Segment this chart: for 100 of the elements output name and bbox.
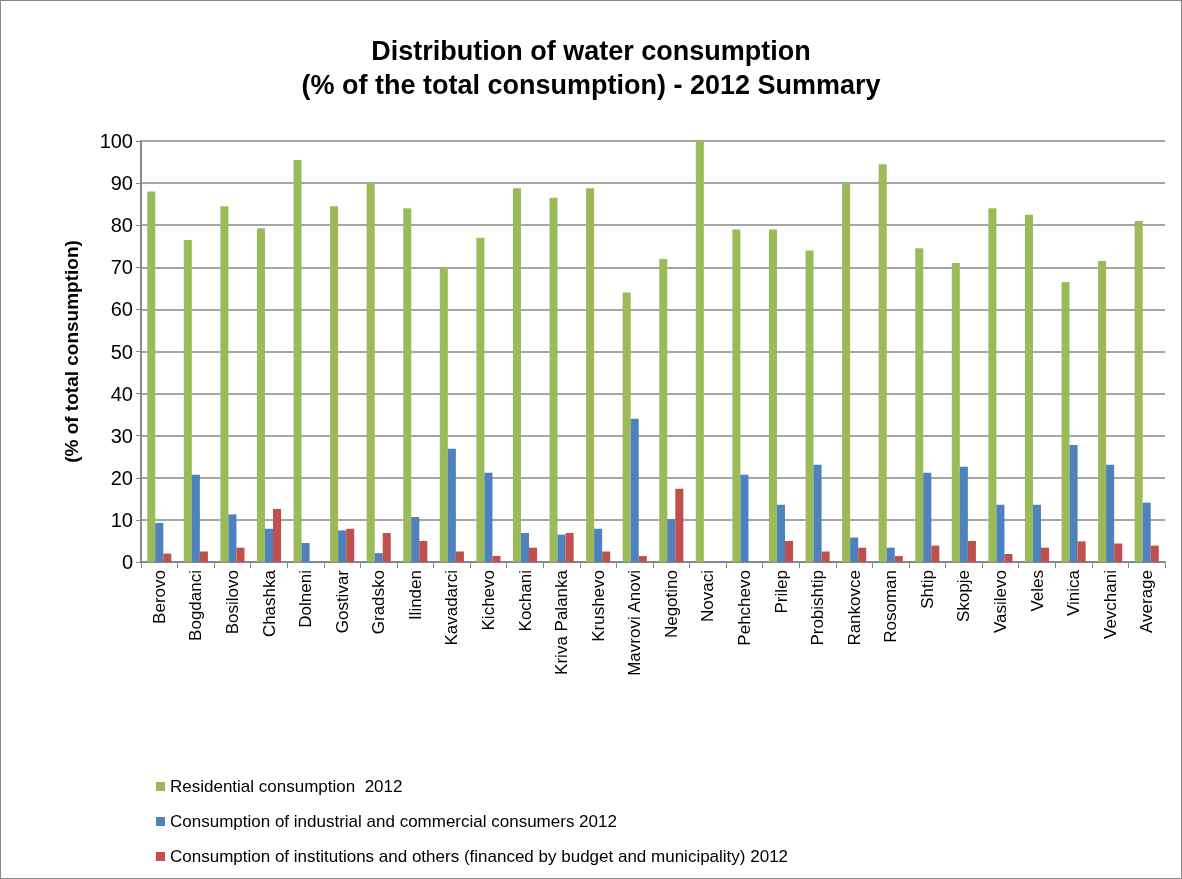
bar — [439, 268, 448, 562]
x-tick-label: Kriva Palanka — [552, 569, 572, 675]
bar — [951, 263, 960, 562]
bar — [931, 545, 940, 562]
bar — [967, 540, 976, 562]
bar — [821, 551, 830, 562]
bar — [183, 239, 192, 562]
bar — [785, 540, 794, 562]
bar — [915, 248, 924, 562]
bar — [191, 474, 200, 562]
x-tick-label: Skopje — [954, 570, 974, 622]
bar — [264, 528, 274, 562]
bar — [1106, 464, 1115, 562]
x-tick-label: Vevchani — [1100, 570, 1120, 639]
bar — [447, 448, 456, 562]
y-tick-label: 70 — [110, 256, 133, 279]
x-tick-label: Gradsko — [369, 570, 389, 635]
bar — [476, 237, 485, 562]
x-tick-label: Vasilevo — [990, 570, 1010, 633]
bar — [147, 191, 156, 562]
bar — [220, 206, 229, 562]
bar — [492, 556, 501, 562]
bar — [236, 547, 245, 562]
x-tick-label: Dolneni — [296, 570, 316, 628]
bar — [659, 258, 668, 562]
bar — [638, 556, 647, 562]
bar — [374, 553, 383, 562]
x-tick-label: Kochani — [515, 570, 535, 632]
y-tick-label: 90 — [110, 172, 133, 195]
x-tick-label: Bogdanci — [186, 570, 206, 641]
bar — [996, 504, 1005, 562]
bar — [1114, 543, 1123, 562]
bar — [667, 519, 676, 562]
x-tick-label: Chashka — [259, 569, 279, 638]
bar — [923, 472, 932, 562]
bar — [894, 556, 903, 562]
bar — [768, 229, 777, 562]
bar — [805, 250, 814, 562]
bar — [512, 188, 521, 562]
x-tick-label: Veles — [1027, 570, 1047, 612]
bar — [988, 208, 997, 562]
bar — [273, 508, 282, 562]
bar — [455, 551, 464, 562]
x-tick-label: Shtip — [917, 570, 937, 609]
bar — [419, 540, 428, 562]
bar — [622, 292, 631, 562]
x-tick-label: Average — [1137, 570, 1157, 634]
bar — [602, 551, 611, 562]
bar — [959, 466, 968, 562]
bar — [1032, 504, 1042, 562]
bar — [228, 514, 237, 562]
bar — [1098, 260, 1107, 562]
x-tick-label: Rosoman — [881, 570, 901, 643]
bar — [565, 532, 574, 562]
bar — [732, 229, 741, 562]
x-tick-label: Berovo — [149, 570, 169, 624]
bar — [1024, 214, 1033, 562]
bar — [886, 547, 895, 562]
bar — [586, 188, 595, 562]
bar — [293, 159, 302, 562]
x-tick-label: Rankovce — [844, 570, 864, 646]
bar — [330, 206, 339, 562]
bar — [529, 547, 538, 562]
x-tick-label: Prilep — [771, 570, 791, 614]
y-tick-label: 10 — [110, 508, 133, 531]
x-tick-label: Bosilovo — [222, 570, 242, 635]
x-tick-label: Kichevo — [478, 570, 498, 631]
bar — [338, 530, 347, 562]
bar — [878, 164, 887, 562]
bar — [256, 228, 265, 562]
bar — [675, 488, 684, 562]
bar — [403, 208, 412, 562]
bar — [842, 183, 851, 562]
bar — [366, 183, 375, 562]
legend-label: Consumption of institutions and others (financed by budget and municipality) 2012 — [170, 847, 789, 866]
bar — [411, 516, 420, 562]
bar — [1134, 220, 1143, 562]
y-tick-label: 100 — [99, 130, 133, 152]
bar — [850, 537, 859, 562]
x-tick-label: Krushevo — [588, 570, 608, 642]
x-tick-label: Novaci — [698, 570, 718, 622]
x-tick-label: Negotino — [661, 570, 681, 639]
x-tick-label: Kavadarci — [442, 570, 462, 646]
bar — [740, 474, 749, 562]
bar — [301, 543, 310, 562]
y-tick-label: 0 — [121, 551, 133, 573]
bar — [549, 197, 558, 562]
y-tick-label: 30 — [110, 424, 133, 447]
bar — [155, 522, 164, 562]
bar — [1142, 502, 1151, 562]
bar — [1077, 541, 1086, 562]
bar — [858, 547, 867, 562]
bar — [1150, 545, 1159, 562]
bar — [1069, 444, 1078, 562]
x-tick-label: Vinica — [1064, 569, 1084, 616]
x-tick-label: Ilinden — [405, 570, 425, 621]
bar — [1004, 554, 1013, 562]
bar — [776, 504, 786, 562]
y-tick-label: 20 — [110, 466, 133, 489]
y-tick-label: 40 — [110, 382, 133, 405]
